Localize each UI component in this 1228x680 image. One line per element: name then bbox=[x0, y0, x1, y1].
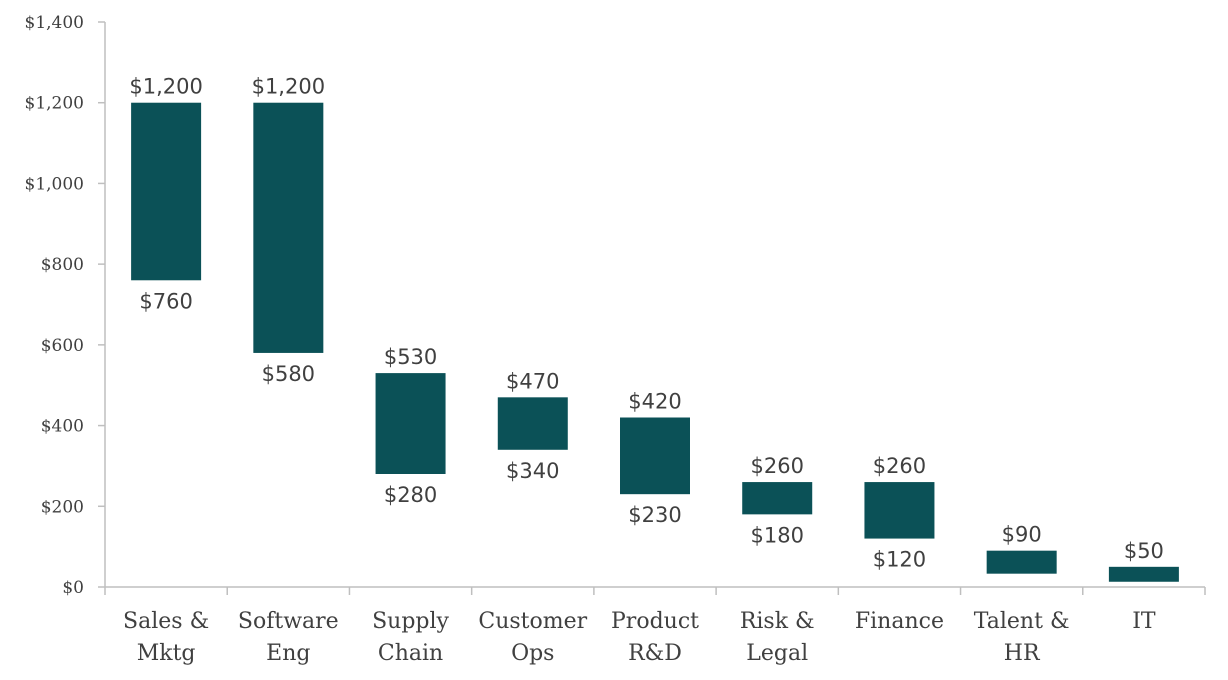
x-category-label: Risk & bbox=[740, 609, 815, 634]
high-value-label: $50 bbox=[1124, 539, 1164, 563]
low-value-label: $580 bbox=[262, 362, 315, 386]
x-category-label: Ops bbox=[511, 641, 554, 666]
x-category-label: Talent & bbox=[974, 609, 1070, 634]
range-bar bbox=[742, 482, 813, 515]
x-category-label: Customer bbox=[478, 609, 587, 634]
x-category-label: Sales & bbox=[123, 609, 209, 634]
high-value-label: $90 bbox=[1002, 523, 1042, 547]
high-value-label: $530 bbox=[384, 345, 437, 369]
range-bar bbox=[620, 417, 690, 495]
x-category-label: Chain bbox=[378, 641, 443, 666]
low-value-label: $280 bbox=[384, 483, 437, 507]
x-category-label: Supply bbox=[372, 609, 449, 634]
y-tick-label: $400 bbox=[41, 417, 84, 437]
range-bar bbox=[375, 373, 446, 474]
x-category-label: Product bbox=[611, 609, 699, 634]
x-category-label: Mktg bbox=[137, 641, 196, 666]
range-bar bbox=[253, 102, 324, 353]
x-axis: Sales & Mktg Software Eng Supply Chain Custome… bbox=[104, 586, 1206, 666]
x-category-label: IT bbox=[1132, 609, 1156, 634]
x-category-label: HR bbox=[1004, 641, 1041, 666]
high-value-label: $1,200 bbox=[129, 75, 202, 99]
range-bar bbox=[986, 550, 1057, 574]
data-labels: $1,200 $760 $1,200 $580 $530 $280 $470 $340 $420… bbox=[129, 75, 1164, 572]
high-value-label: $260 bbox=[873, 454, 926, 478]
high-value-label: $260 bbox=[750, 454, 803, 478]
high-value-label: $420 bbox=[628, 390, 681, 414]
low-value-label: $760 bbox=[139, 289, 192, 313]
x-category-label: Eng bbox=[266, 641, 310, 666]
x-category-label: R&D bbox=[628, 641, 682, 666]
range-bar bbox=[1108, 566, 1179, 582]
low-value-label: $230 bbox=[628, 503, 681, 527]
y-tick-label: $600 bbox=[41, 336, 84, 356]
y-tick-label: $200 bbox=[41, 497, 84, 517]
y-tick-label: $800 bbox=[41, 255, 84, 275]
bars bbox=[131, 102, 1179, 582]
y-tick-label: $0 bbox=[62, 578, 84, 598]
high-value-label: $1,200 bbox=[252, 75, 325, 99]
y-tick-label: $1,200 bbox=[25, 94, 84, 114]
low-value-label: $180 bbox=[750, 523, 803, 547]
range-bar bbox=[497, 397, 568, 450]
x-category-label: Finance bbox=[855, 609, 944, 634]
low-value-label: $340 bbox=[506, 459, 559, 483]
range-bar bbox=[131, 102, 202, 281]
range-bar bbox=[864, 482, 935, 539]
y-tick-label: $1,000 bbox=[25, 174, 84, 194]
x-category-label: Legal bbox=[746, 641, 808, 666]
y-axis: $0 $200 $400 $600 $800 $1,000 $1,200 $1,400 bbox=[25, 13, 106, 598]
low-value-label: $120 bbox=[873, 548, 926, 572]
high-value-label: $470 bbox=[506, 369, 559, 393]
x-category-label: Software bbox=[238, 609, 339, 634]
y-tick-label: $1,400 bbox=[25, 13, 84, 33]
